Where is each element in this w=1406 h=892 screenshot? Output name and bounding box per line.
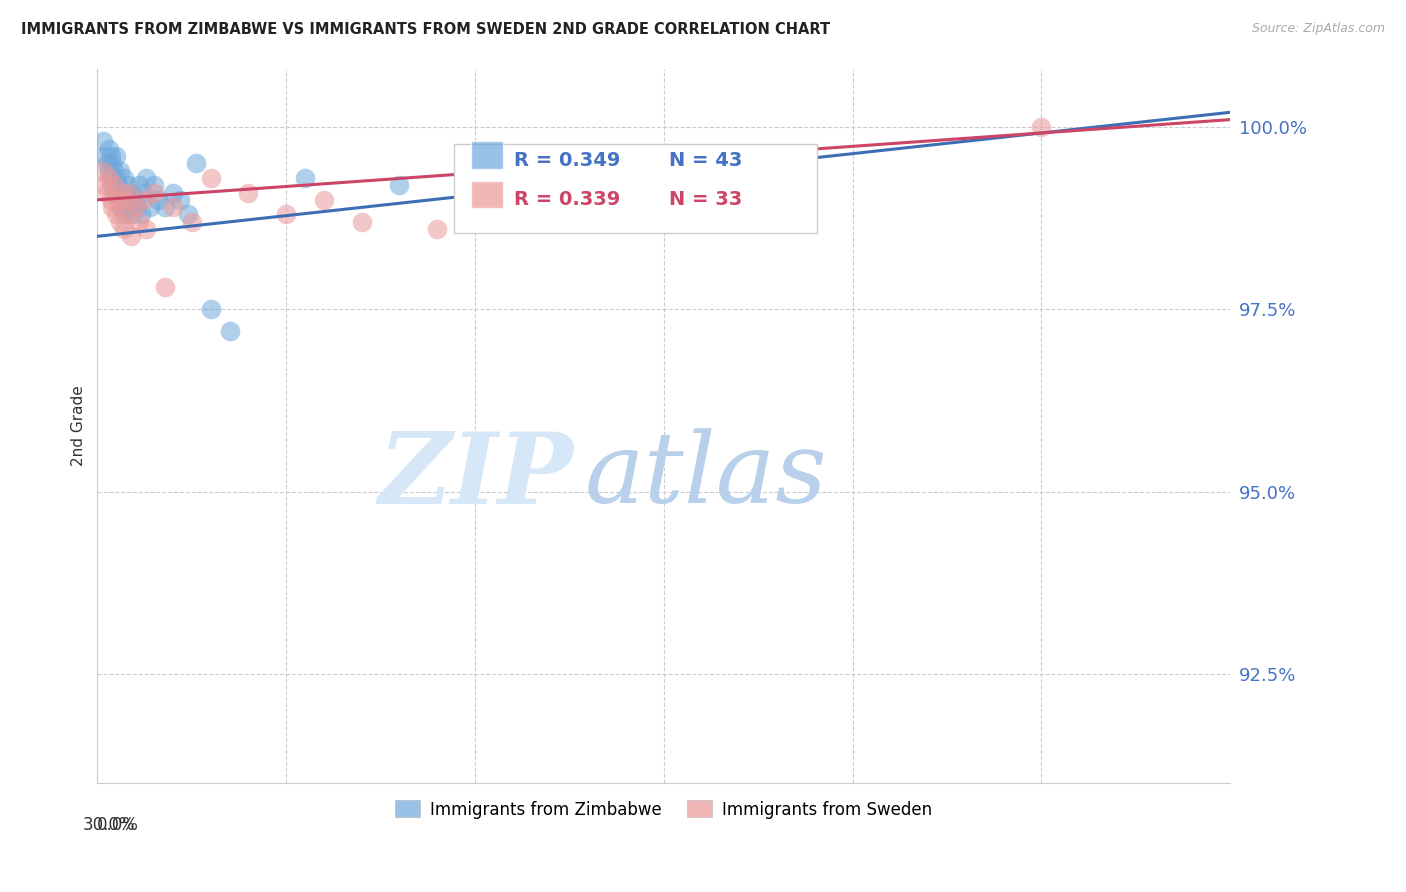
Bar xyxy=(471,142,503,169)
Text: 0.0%: 0.0% xyxy=(97,815,139,834)
Point xyxy=(139,200,162,214)
Point xyxy=(350,215,373,229)
Text: IMMIGRANTS FROM ZIMBABWE VS IMMIGRANTS FROM SWEDEN 2ND GRADE CORRELATION CHART: IMMIGRANTS FROM ZIMBABWE VS IMMIGRANTS F… xyxy=(21,22,830,37)
Point xyxy=(129,207,152,221)
Point xyxy=(107,193,129,207)
Point xyxy=(94,178,117,193)
Point xyxy=(614,156,637,170)
Point xyxy=(96,156,118,170)
Point xyxy=(105,171,128,186)
Point xyxy=(426,222,449,236)
Point xyxy=(312,193,335,207)
Point xyxy=(108,163,131,178)
Point xyxy=(177,207,200,221)
Point xyxy=(200,302,222,317)
Point xyxy=(111,186,134,200)
Point xyxy=(200,171,222,186)
Point xyxy=(108,200,131,214)
Point xyxy=(124,193,146,207)
Point xyxy=(128,178,150,193)
Point xyxy=(101,178,124,193)
Point xyxy=(128,215,150,229)
Point xyxy=(388,178,411,193)
Legend: Immigrants from Zimbabwe, Immigrants from Sweden: Immigrants from Zimbabwe, Immigrants fro… xyxy=(388,794,939,825)
Point xyxy=(276,207,298,221)
Point xyxy=(1031,120,1053,134)
Point xyxy=(135,222,157,236)
Text: R = 0.349: R = 0.349 xyxy=(515,151,620,169)
Text: R = 0.339: R = 0.339 xyxy=(515,190,620,209)
Point xyxy=(162,200,184,214)
Point xyxy=(114,193,136,207)
Point xyxy=(117,207,139,221)
Text: atlas: atlas xyxy=(585,428,827,524)
Point xyxy=(103,178,125,193)
Point xyxy=(107,178,129,193)
Text: Source: ZipAtlas.com: Source: ZipAtlas.com xyxy=(1251,22,1385,36)
Point xyxy=(100,149,122,163)
Point xyxy=(97,163,120,178)
Point xyxy=(131,193,153,207)
Point xyxy=(184,156,207,170)
Point xyxy=(100,171,122,186)
Point xyxy=(118,200,141,214)
Point xyxy=(238,186,260,200)
Text: N = 43: N = 43 xyxy=(669,151,742,169)
Point xyxy=(502,207,524,221)
Point xyxy=(101,200,124,214)
Point xyxy=(155,280,177,294)
Point xyxy=(155,200,177,214)
Point xyxy=(105,207,128,221)
Point xyxy=(218,324,240,338)
Point xyxy=(94,149,117,163)
Point xyxy=(131,186,153,200)
Point xyxy=(135,171,157,186)
Text: 30.0%: 30.0% xyxy=(83,815,135,834)
Point xyxy=(112,222,135,236)
Point xyxy=(120,186,142,200)
Point xyxy=(114,193,136,207)
Point xyxy=(169,193,191,207)
Point xyxy=(111,186,134,200)
Point xyxy=(97,142,120,156)
Point xyxy=(122,207,145,221)
Point xyxy=(91,163,114,178)
Text: ZIP: ZIP xyxy=(378,428,574,524)
Point xyxy=(112,207,135,221)
Point xyxy=(294,171,316,186)
Point xyxy=(143,186,166,200)
Point xyxy=(103,163,125,178)
Point xyxy=(105,149,128,163)
Point xyxy=(100,193,122,207)
Y-axis label: 2nd Grade: 2nd Grade xyxy=(72,385,86,467)
Point xyxy=(124,200,146,214)
Point xyxy=(118,186,141,200)
Point xyxy=(91,135,114,149)
Text: N = 33: N = 33 xyxy=(669,190,742,209)
Point xyxy=(146,193,169,207)
Point xyxy=(101,156,124,170)
Point xyxy=(728,163,751,178)
Point xyxy=(112,171,135,186)
Point xyxy=(143,178,166,193)
Point xyxy=(96,186,118,200)
Point xyxy=(162,186,184,200)
FancyBboxPatch shape xyxy=(454,144,817,233)
Bar xyxy=(471,181,503,208)
Point xyxy=(120,229,142,244)
Point xyxy=(103,186,125,200)
Point xyxy=(117,178,139,193)
Point xyxy=(125,200,148,214)
Point xyxy=(108,215,131,229)
Point xyxy=(97,171,120,186)
Point xyxy=(180,215,202,229)
